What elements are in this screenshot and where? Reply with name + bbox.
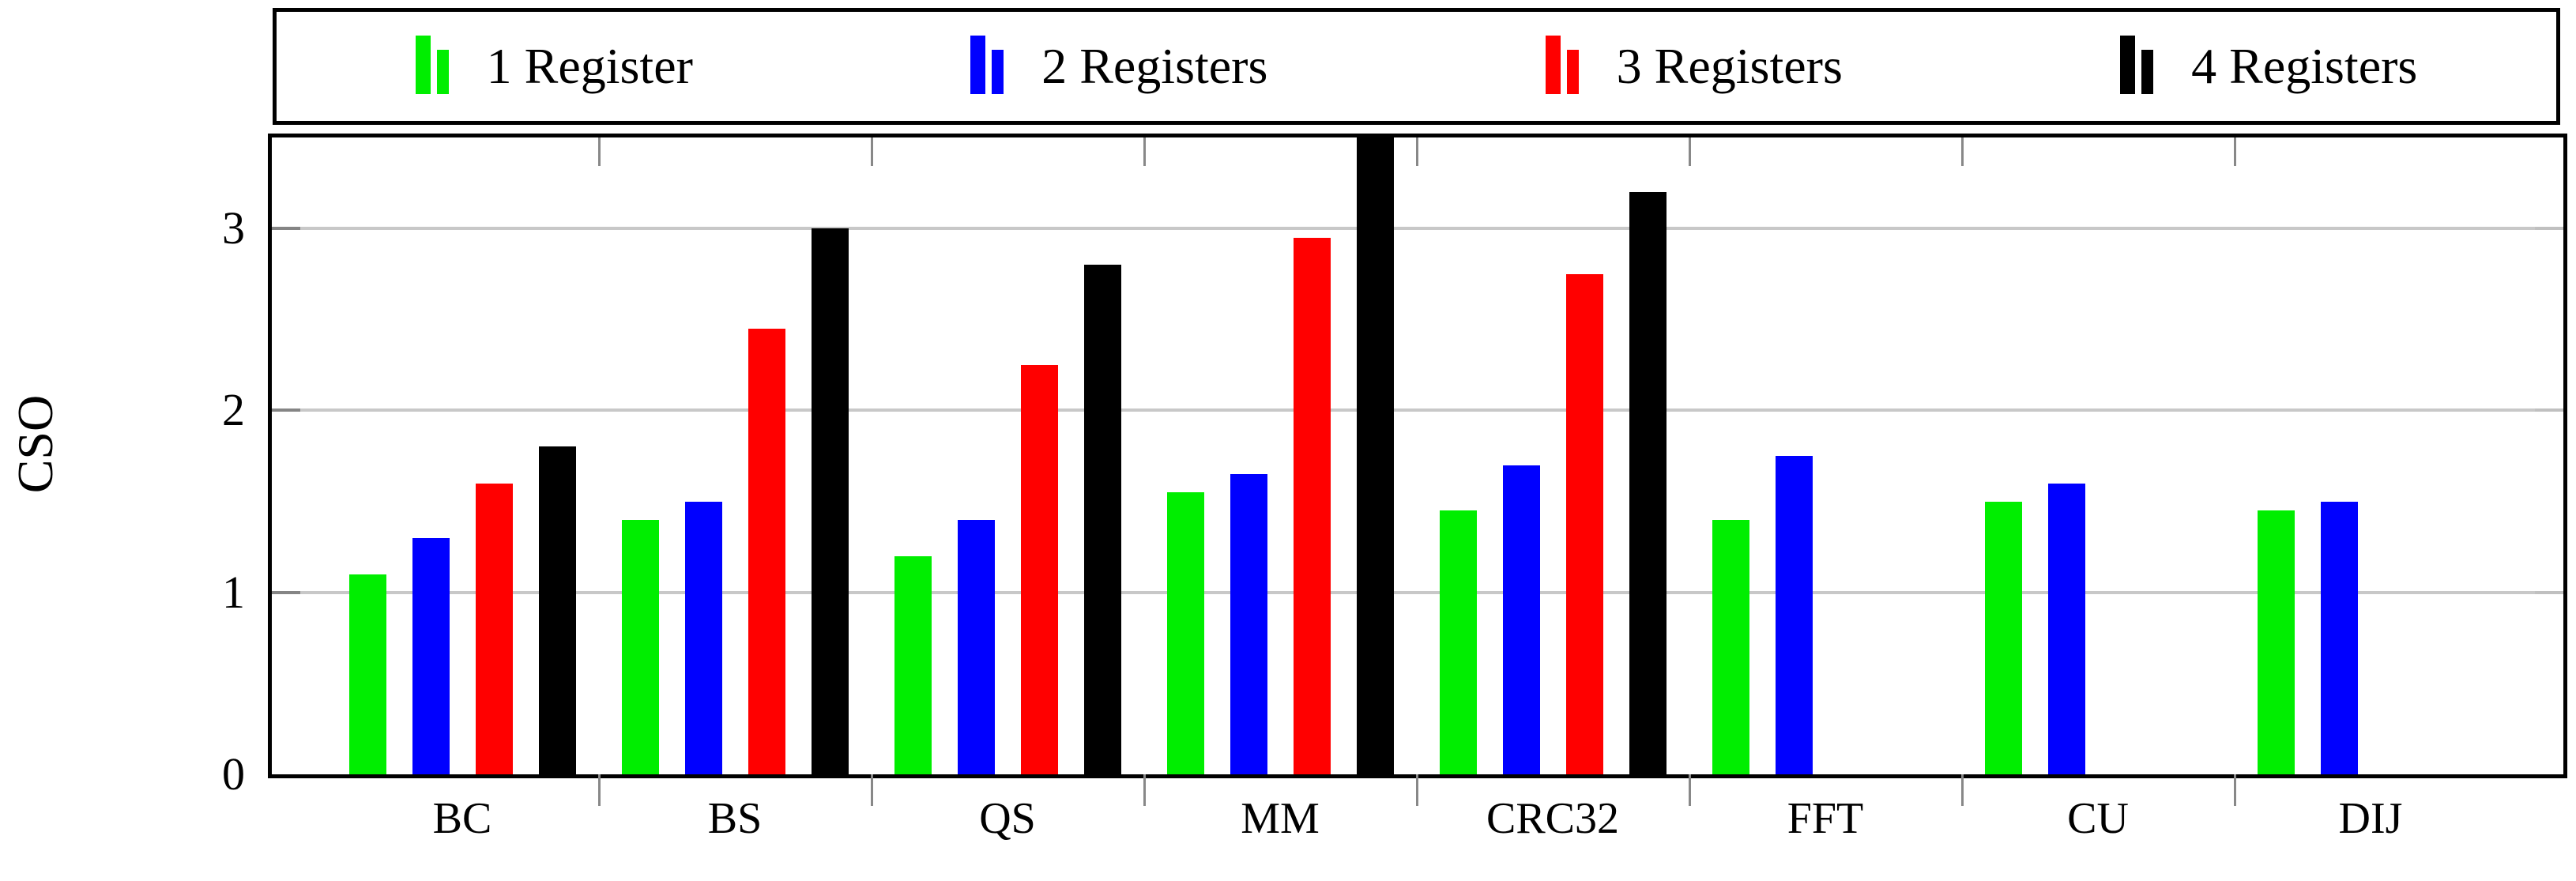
legend-entry-1: 1 Register bbox=[415, 36, 693, 97]
x-boundary-tick-top bbox=[1961, 137, 1964, 166]
legend-bars-icon bbox=[2120, 36, 2154, 97]
bar-QS-series-4 bbox=[1084, 265, 1121, 774]
x-category-label-CRC32: CRC32 bbox=[1486, 794, 1620, 843]
legend-swatch-tall bbox=[1545, 36, 1561, 94]
bar-BS-series-2 bbox=[685, 502, 722, 774]
x-category-label-FFT: FFT bbox=[1787, 794, 1864, 843]
bar-CRC32-series-1 bbox=[1440, 510, 1477, 774]
x-category-label-BC: BC bbox=[432, 794, 492, 843]
y-tick-mark-right bbox=[2535, 590, 2563, 594]
bar-BC-series-4 bbox=[539, 446, 576, 774]
y-tick-label-1: 1 bbox=[222, 566, 245, 618]
bar-BC-series-3 bbox=[476, 484, 513, 774]
y-tick-mark bbox=[272, 408, 300, 412]
y-tick-label-0: 0 bbox=[222, 748, 245, 800]
bar-BC-series-1 bbox=[349, 574, 386, 774]
y-tick-mark-right bbox=[2535, 408, 2563, 412]
legend-label: 2 Registers bbox=[1041, 38, 1268, 94]
bar-MM-series-2 bbox=[1230, 474, 1267, 774]
gridline-y-2 bbox=[272, 408, 2563, 412]
x-boundary-tick-bottom bbox=[1961, 774, 1964, 806]
legend-bars-icon bbox=[415, 36, 449, 97]
legend-swatch-tall bbox=[415, 36, 431, 94]
plot-area bbox=[268, 134, 2567, 778]
bar-BS-series-4 bbox=[812, 228, 849, 774]
legend: 1 Register 2 Registers 3 Registers 4 Regist… bbox=[273, 8, 2560, 125]
x-boundary-tick-top bbox=[598, 137, 601, 166]
legend-label: 4 Registers bbox=[2191, 38, 2418, 94]
y-axis-title: CSO bbox=[7, 394, 63, 494]
gridline-y-1 bbox=[272, 590, 2563, 594]
bar-BC-series-2 bbox=[412, 538, 450, 774]
legend-entry-3: 3 Registers bbox=[1545, 36, 1843, 97]
legend-label: 3 Registers bbox=[1616, 38, 1843, 94]
legend-bars-icon bbox=[1545, 36, 1579, 97]
x-category-label-MM: MM bbox=[1241, 794, 1320, 843]
x-boundary-tick-bottom bbox=[1416, 774, 1418, 806]
bar-CU-series-1 bbox=[1985, 502, 2022, 774]
bar-DIJ-series-2 bbox=[2321, 502, 2358, 774]
x-boundary-tick-bottom bbox=[871, 774, 873, 806]
legend-swatch-short bbox=[1566, 50, 1579, 94]
bar-QS-series-2 bbox=[958, 520, 995, 774]
x-category-label-QS: QS bbox=[979, 794, 1036, 843]
legend-swatch-short bbox=[2141, 50, 2154, 94]
x-category-label-CU: CU bbox=[2067, 794, 2129, 843]
x-boundary-tick-top bbox=[2234, 137, 2236, 166]
bar-MM-series-3 bbox=[1294, 238, 1331, 774]
legend-bars-icon bbox=[970, 36, 1004, 97]
x-boundary-tick-bottom bbox=[1689, 774, 1691, 806]
bar-FFT-series-2 bbox=[1776, 456, 1813, 774]
x-boundary-tick-top bbox=[1416, 137, 1418, 166]
y-tick-mark-right bbox=[2535, 227, 2563, 231]
legend-entry-2: 2 Registers bbox=[970, 36, 1267, 97]
x-boundary-tick-top bbox=[1143, 137, 1146, 166]
legend-swatch-short bbox=[436, 50, 449, 94]
y-tick-mark bbox=[272, 590, 300, 594]
x-boundary-tick-top bbox=[871, 137, 873, 166]
bar-CRC32-series-2 bbox=[1503, 465, 1540, 774]
bar-BS-series-1 bbox=[622, 520, 659, 774]
legend-label: 1 Register bbox=[486, 38, 693, 94]
x-boundary-tick-bottom bbox=[598, 774, 601, 806]
bar-QS-series-1 bbox=[894, 556, 932, 774]
x-boundary-tick-bottom bbox=[1143, 774, 1146, 806]
bar-MM-series-4 bbox=[1357, 137, 1394, 774]
bar-CRC32-series-4 bbox=[1629, 192, 1666, 774]
legend-entry-4: 4 Registers bbox=[2120, 36, 2417, 97]
gridline-y-3 bbox=[272, 227, 2563, 231]
bar-QS-series-3 bbox=[1021, 365, 1058, 774]
x-category-label-BS: BS bbox=[707, 794, 763, 843]
y-tick-label-2: 2 bbox=[222, 384, 245, 436]
bar-BS-series-3 bbox=[748, 329, 785, 774]
bar-FFT-series-1 bbox=[1712, 520, 1749, 774]
bar-DIJ-series-1 bbox=[2258, 510, 2295, 774]
legend-swatch-short bbox=[992, 50, 1004, 94]
bar-CU-series-2 bbox=[2048, 484, 2085, 774]
bar-CRC32-series-3 bbox=[1566, 274, 1603, 774]
x-boundary-tick-bottom bbox=[2234, 774, 2236, 806]
y-tick-mark bbox=[272, 227, 300, 231]
x-boundary-tick-top bbox=[1689, 137, 1691, 166]
legend-swatch-tall bbox=[2120, 36, 2136, 94]
y-tick-label-3: 3 bbox=[222, 202, 245, 254]
x-category-label-DIJ: DIJ bbox=[2338, 794, 2403, 843]
bar-MM-series-1 bbox=[1167, 492, 1204, 774]
legend-swatch-tall bbox=[970, 36, 986, 94]
